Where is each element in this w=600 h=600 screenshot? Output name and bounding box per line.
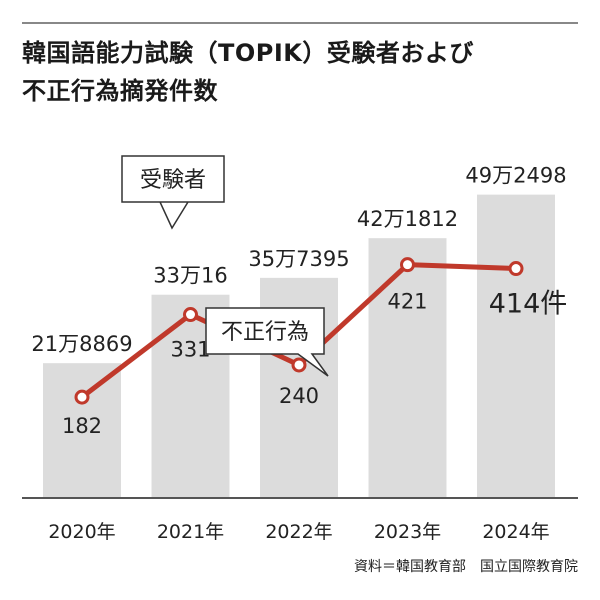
chart-title: 韓国語能力試験（TOPIK）受験者および 不正行為摘発件数	[22, 34, 578, 110]
line-point-2	[291, 357, 307, 373]
bar-labels-group: 21万8869 33万16 35万7395 42万1812 49万2498	[31, 164, 566, 357]
x-tick-3: 2023年	[374, 521, 441, 543]
bar-0	[43, 363, 121, 498]
bar-label-2: 35万7395	[248, 247, 349, 271]
chart-title-line1: 韓国語能力試験（TOPIK）受験者および	[22, 39, 474, 67]
bar-3	[368, 238, 447, 498]
line-labels-group: 182 331 240 421 414件	[62, 289, 567, 439]
callout-cheating: 不正行為	[205, 307, 329, 377]
bar-label-1: 33万16	[153, 264, 227, 288]
x-tick-0: 2020年	[48, 521, 115, 543]
callout-examinees-label: 受験者	[140, 168, 206, 193]
line-label-0: 182	[62, 414, 102, 438]
callout-examinees: 受験者	[121, 155, 225, 230]
x-tick-1: 2021年	[157, 521, 224, 543]
callout-cheating-label: 不正行為	[221, 320, 309, 345]
line-series-group	[74, 257, 524, 405]
bar-4	[477, 194, 555, 499]
x-ticks-group: 2020年 2021年 2022年 2023年 2024年	[48, 521, 549, 543]
line-label-3: 421	[387, 290, 427, 314]
line-point-0	[74, 389, 90, 405]
top-rule	[22, 22, 578, 24]
callout-examinees-box	[121, 155, 225, 230]
line-point-3	[400, 257, 415, 273]
line-point-1	[183, 307, 198, 323]
x-tick-2: 2022年	[265, 521, 332, 543]
line-label-2: 240	[279, 384, 319, 408]
bar-label-0: 21万8869	[31, 332, 132, 356]
line-point-4	[508, 261, 524, 277]
line-label-4: 414件	[489, 289, 568, 320]
line-label-1: 331	[170, 338, 210, 362]
source-note: 資料＝韓国教育部 国立国際教育院	[354, 559, 578, 575]
bar-label-3: 42万1812	[357, 207, 458, 231]
bar-label-4: 49万2498	[465, 164, 566, 188]
chart-title-line2: 不正行為摘発件数	[22, 77, 218, 105]
callout-cheating-box	[205, 307, 329, 377]
x-tick-4: 2024年	[482, 521, 549, 543]
